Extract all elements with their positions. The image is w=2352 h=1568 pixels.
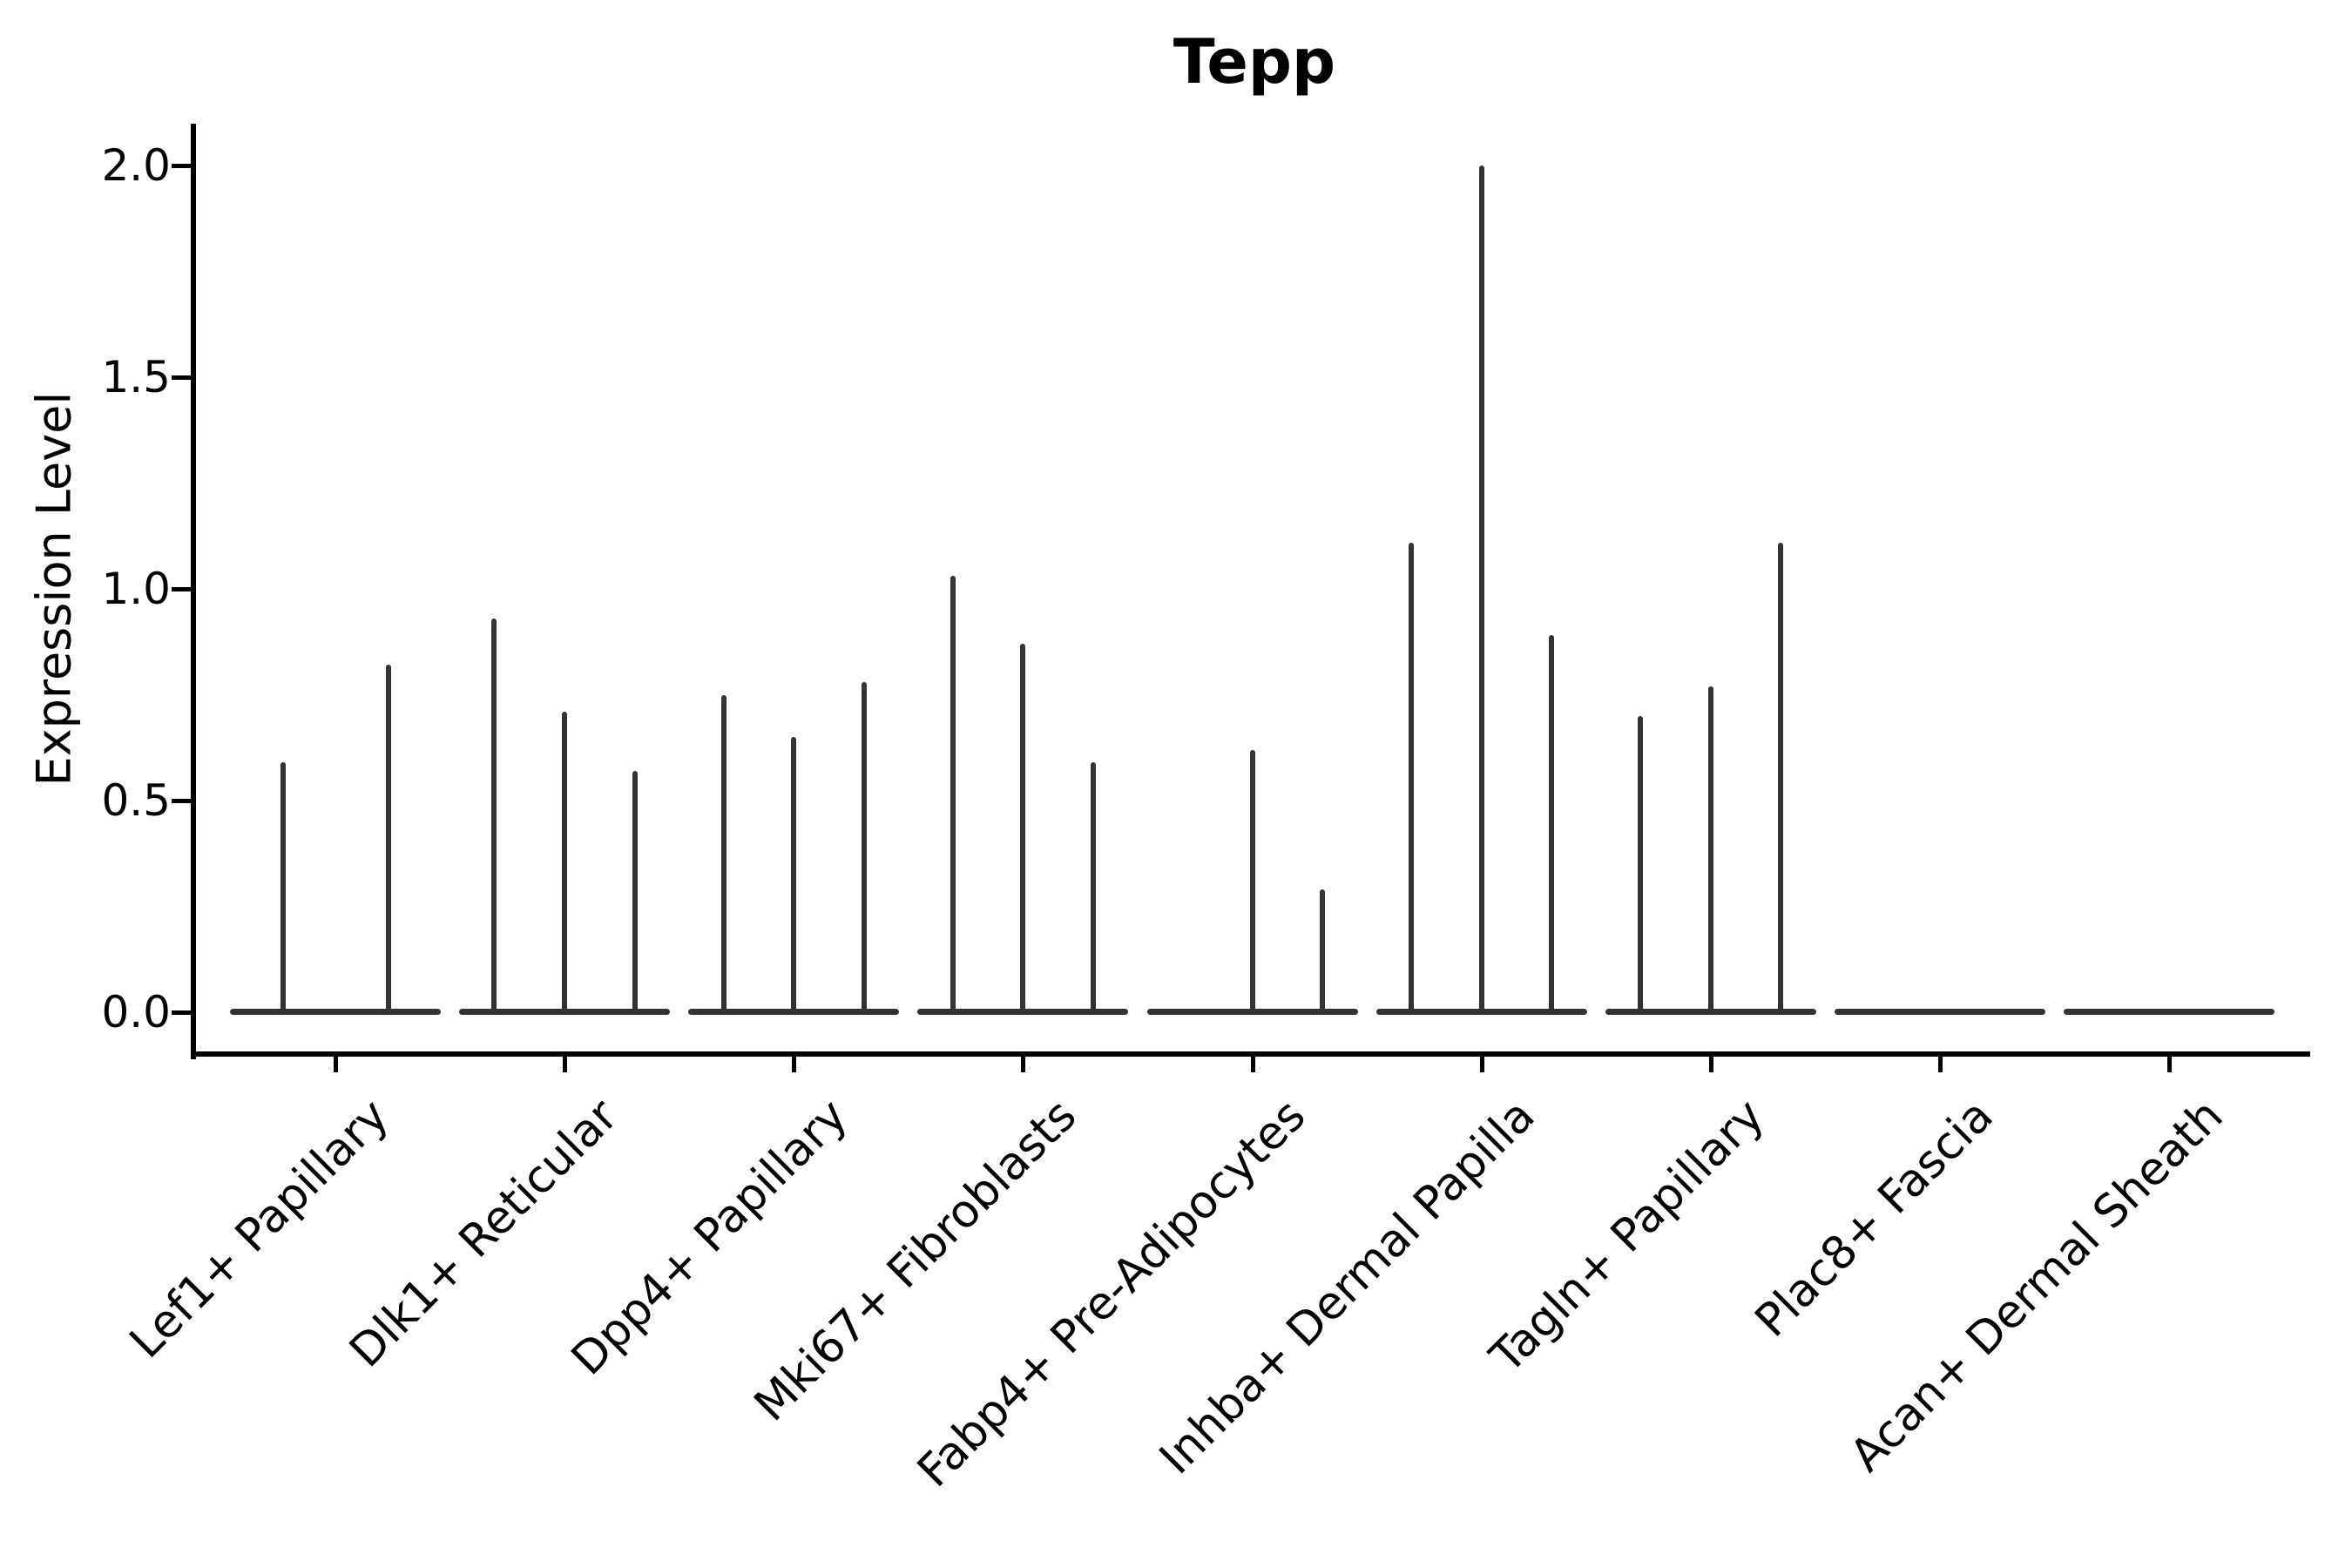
x-tick-mark [1021, 1057, 1026, 1072]
y-tick-mark [172, 587, 191, 591]
violin-spike [1249, 749, 1255, 1015]
x-tick-label: Acan+ Dermal Sheath [1840, 1089, 2234, 1483]
violin-spike [562, 711, 568, 1015]
violin-spike [1320, 889, 1326, 1015]
y-tick-mark [172, 375, 191, 380]
violin-spike [632, 770, 638, 1015]
violin-spike [1549, 635, 1555, 1015]
violin-spike [1478, 166, 1484, 1015]
x-tick-mark [1708, 1057, 1713, 1072]
x-tick-mark [563, 1057, 568, 1072]
violin-spike [1778, 542, 1784, 1015]
y-tick-mark [172, 799, 191, 803]
violin-baseline [230, 1009, 441, 1015]
x-tick-label: Fabp4+ Pre-Adipocytes [908, 1089, 1316, 1497]
violin-spike [280, 762, 286, 1015]
y-tick-label: 1.0 [101, 564, 171, 614]
y-tick-label: 1.5 [101, 352, 171, 402]
violin-spike [1638, 715, 1644, 1015]
violin-baseline [1834, 1009, 2045, 1015]
violin-spike [791, 737, 797, 1015]
chart-title: Tepp [1173, 26, 1336, 98]
x-tick-label: Plac8+ Fascia [1746, 1089, 2004, 1348]
x-tick-mark [1937, 1057, 1943, 1072]
violin-spike [861, 681, 867, 1015]
x-axis-spine [191, 1051, 2310, 1057]
x-tick-mark [2167, 1057, 2172, 1072]
x-tick-mark [1479, 1057, 1484, 1072]
violin-spike [720, 694, 727, 1015]
x-tick-label: Inhba+ Dermal Papilla [1150, 1089, 1545, 1485]
y-tick-mark [172, 164, 191, 168]
y-axis-spine [191, 124, 196, 1059]
y-tick-label: 2.0 [101, 140, 171, 191]
y-tick-label: 0.0 [101, 987, 171, 1037]
y-tick-label: 0.5 [101, 775, 171, 826]
violin-spike [491, 618, 497, 1015]
x-tick-mark [1250, 1057, 1255, 1072]
violin-spike [385, 665, 391, 1015]
violin-spike [1091, 762, 1097, 1015]
violin-spike [1707, 686, 1713, 1015]
violin-spike [1408, 542, 1414, 1015]
violin-spike [950, 576, 956, 1015]
x-tick-mark [792, 1057, 797, 1072]
violin-baseline [2064, 1009, 2274, 1015]
x-tick-mark [334, 1057, 338, 1072]
violin-spike [1020, 644, 1026, 1015]
y-tick-mark [172, 1010, 191, 1015]
